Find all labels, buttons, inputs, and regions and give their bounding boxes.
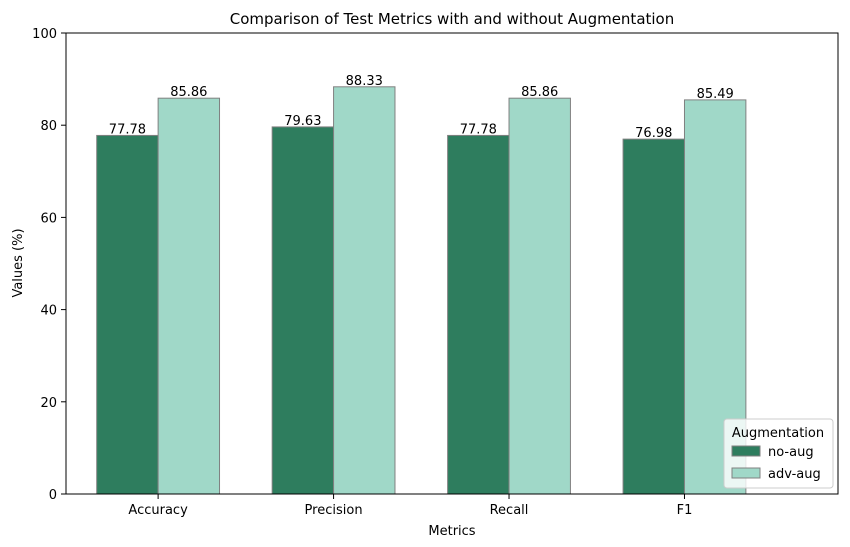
y-tick-label: 60 (40, 211, 57, 226)
data-label-adv-aug-precision: 88.33 (346, 74, 383, 89)
data-label-no-aug-precision: 79.63 (284, 114, 321, 129)
y-tick-label: 40 (40, 304, 57, 319)
x-tick-label: Accuracy (128, 503, 188, 518)
x-axis: Accuracy Precision Recall F1 (128, 494, 692, 518)
data-label-no-aug-recall: 77.78 (460, 122, 497, 137)
data-label-adv-aug-f1: 85.49 (697, 87, 734, 102)
bar-no-aug-f1 (622, 138, 685, 495)
x-axis-label: Metrics (428, 524, 475, 539)
x-tick-label: F1 (677, 503, 693, 518)
plot-frame (65, 32, 839, 495)
legend-label-adv-aug: adv-aug (768, 467, 821, 482)
bar-adv-aug-precision (333, 86, 396, 495)
y-axis: 0 20 40 60 80 100 (32, 27, 66, 503)
data-label-adv-aug-recall: 85.86 (521, 85, 558, 100)
data-label-no-aug-f1: 76.98 (635, 126, 672, 141)
legend-label-no-aug: no-aug (768, 445, 814, 460)
bar-adv-aug-accuracy (157, 97, 221, 495)
bar-no-aug-precision (271, 126, 335, 495)
data-label-no-aug-accuracy: 77.78 (109, 122, 146, 137)
legend-swatch-no-aug (731, 445, 761, 457)
legend-swatch-adv-aug (731, 467, 761, 479)
bar-no-aug-recall (447, 134, 510, 495)
legend-title: Augmentation (732, 426, 824, 441)
bars-layer: 77.78 79.63 77.78 76.98 85.86 88.33 85.86 85.49 (96, 74, 747, 495)
y-tick-label: 100 (32, 27, 57, 42)
y-tick-label: 20 (40, 396, 57, 411)
x-tick-label: Precision (305, 503, 363, 518)
y-tick-label: 80 (40, 119, 57, 134)
chart-title: Comparison of Test Metrics with and with… (230, 10, 675, 28)
bar-adv-aug-recall (508, 97, 571, 495)
x-tick-label: Recall (490, 503, 529, 518)
data-label-adv-aug-accuracy: 85.86 (170, 85, 207, 100)
y-axis-label: Values (%) (11, 228, 26, 297)
bar-no-aug-accuracy (96, 134, 159, 495)
legend: Augmentation no-aug adv-aug (723, 418, 834, 489)
y-tick-label: 0 (49, 488, 57, 503)
